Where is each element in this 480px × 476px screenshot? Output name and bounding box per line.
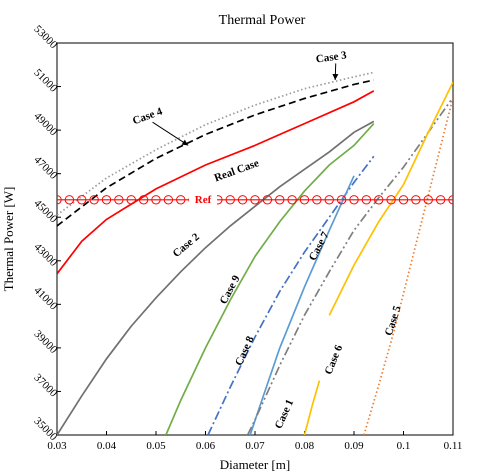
x-axis-ticks: 0.03 0.04 0.05 0.06 0.07 0.08 0.09 0.1 0.11 <box>47 431 462 452</box>
series-case-8 <box>207 155 375 435</box>
ref-marker-point <box>435 195 446 205</box>
y-tick-label: 41000 <box>31 285 59 313</box>
annotation-case-5: Case 5 <box>383 304 404 338</box>
ref-marker-point <box>151 195 161 205</box>
series-case-3 <box>57 71 374 216</box>
annotation-ref: Ref <box>195 194 212 206</box>
series-case-4 <box>57 79 374 227</box>
ref-marker-point <box>225 195 235 205</box>
annotation-real-case: Real Case <box>213 157 261 184</box>
y-tick-label: 45000 <box>31 197 59 225</box>
series-line-case-8 <box>207 155 375 435</box>
annotation-arrow <box>332 63 339 81</box>
series-case-6 <box>303 380 321 435</box>
ref-marker-point <box>138 195 149 205</box>
ref-marker-point <box>312 195 322 205</box>
series-line-case-1 <box>249 175 355 435</box>
ref-marker-point <box>287 195 297 205</box>
ref-marker-point <box>57 195 62 205</box>
series-line-case-2 <box>57 120 375 435</box>
y-tick-label: 37000 <box>31 372 59 400</box>
annotation-case-7: Case 7 <box>307 229 332 262</box>
x-tick-label: 0.06 <box>196 440 216 452</box>
series-line-case-6 <box>303 380 321 435</box>
ref-marker-point <box>336 195 347 205</box>
series-case-2 <box>57 120 375 435</box>
annotation-case-8: Case 8 <box>233 334 257 368</box>
x-tick-label: 0.05 <box>146 440 166 452</box>
series-line-real-case <box>57 90 375 275</box>
ref-marker-point <box>262 195 273 205</box>
series-line-case-7 <box>246 96 453 435</box>
ref-marker-point <box>423 195 433 205</box>
series-case-7 <box>246 96 453 435</box>
ref-label-bg <box>189 193 218 207</box>
x-tick-label: 0.09 <box>344 440 364 452</box>
x-tick-label: 0.04 <box>97 440 117 452</box>
ref-marker-point <box>89 195 99 205</box>
annotation-case-3: Case 3 <box>315 49 348 65</box>
ref-marker-point <box>324 195 334 205</box>
ref-marker-point <box>386 195 396 205</box>
x-tick-label: 0.08 <box>295 440 315 452</box>
series-line-case-3 <box>57 71 374 216</box>
annotation-case-6: Case 6 <box>323 343 346 377</box>
ref-marker-point <box>163 195 174 205</box>
ref-marker-point <box>448 195 453 205</box>
y-tick-label: 49000 <box>31 110 59 138</box>
ref-marker-point <box>101 195 112 205</box>
y-axis-label: Thermal Power [W] <box>1 187 16 292</box>
plot-area-frame <box>56 42 454 436</box>
series-line-case-5 <box>363 97 453 435</box>
annotation-case-1: Case 1 <box>273 398 297 431</box>
ref-marker-point <box>374 195 384 205</box>
ref-marker-point <box>126 195 136 205</box>
series-case-5 <box>363 97 453 435</box>
y-tick-label: 47000 <box>31 154 59 182</box>
chart-title: Thermal Power <box>219 13 306 28</box>
ref-marker-point <box>275 195 285 205</box>
x-axis-label: Diameter [m] <box>220 457 290 472</box>
y-tick-label: 43000 <box>31 241 59 269</box>
series-layer <box>57 71 453 435</box>
x-tick-label: 0.11 <box>444 440 463 452</box>
ref-marker-point <box>64 195 75 205</box>
series-line-case-6-upper <box>328 81 453 316</box>
series-case-1 <box>249 175 355 435</box>
series-line-case-4 <box>57 79 374 227</box>
series-case-6-upper <box>328 81 453 316</box>
ref-marker-point <box>299 195 310 205</box>
x-tick-label: 0.1 <box>397 440 411 452</box>
annotation-arrow <box>152 121 189 146</box>
y-tick-label: 53000 <box>31 23 59 51</box>
x-tick-label: 0.03 <box>47 440 67 452</box>
ref-marker-point <box>398 195 409 205</box>
ref-marker-point <box>237 195 248 205</box>
ref-marker-point <box>114 195 124 205</box>
ref-marker-point <box>349 195 359 205</box>
ref-marker-point <box>77 195 87 205</box>
x-tick-label: 0.07 <box>245 440 265 452</box>
series-line-case-9 <box>165 123 375 435</box>
ref-marker-point <box>361 195 372 205</box>
ref-marker-point <box>411 195 421 205</box>
y-tick-label: 39000 <box>31 328 59 356</box>
y-tick-label: 51000 <box>31 67 59 95</box>
annotation-case-4: Case 4 <box>131 105 165 127</box>
series-real-case <box>57 90 375 275</box>
ref-marker-point <box>176 195 186 205</box>
ref-marker-point <box>250 195 260 205</box>
annotation-case-9: Case 9 <box>218 273 243 306</box>
series-case-9 <box>165 123 375 435</box>
series-ref <box>57 195 453 205</box>
